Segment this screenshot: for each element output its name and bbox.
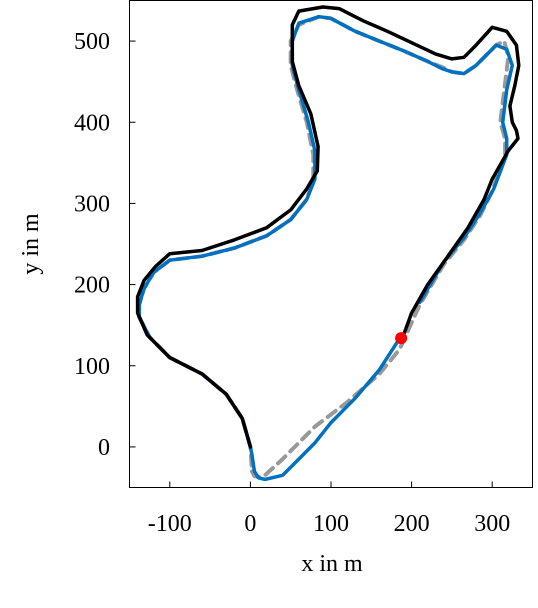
plot-lines [135, 5, 521, 482]
tracked-path-blue [137, 14, 515, 482]
y-axis-ticks: 0 100 200 300 400 500 [74, 29, 136, 461]
y-tick-label: 300 [74, 191, 110, 217]
driven-path-black [135, 5, 521, 449]
y-tick-label: 200 [74, 273, 110, 299]
y-tick-label: 500 [74, 29, 110, 55]
y-tick-label: 400 [74, 110, 110, 136]
y-tick-label: 0 [98, 435, 110, 461]
y-axis-label: y in m [18, 213, 44, 275]
x-tick-label: 0 [244, 511, 256, 537]
x-tick-label: 200 [394, 511, 430, 537]
x-tick-label: -100 [148, 511, 192, 537]
y-tick-label: 100 [74, 354, 110, 380]
x-axis-ticks: -100 0 100 200 300 [148, 481, 510, 537]
x-axis-label: x in m [301, 551, 363, 577]
current-position-marker [395, 332, 408, 345]
x-tick-label: 300 [474, 511, 510, 537]
x-tick-label: 100 [313, 511, 349, 537]
